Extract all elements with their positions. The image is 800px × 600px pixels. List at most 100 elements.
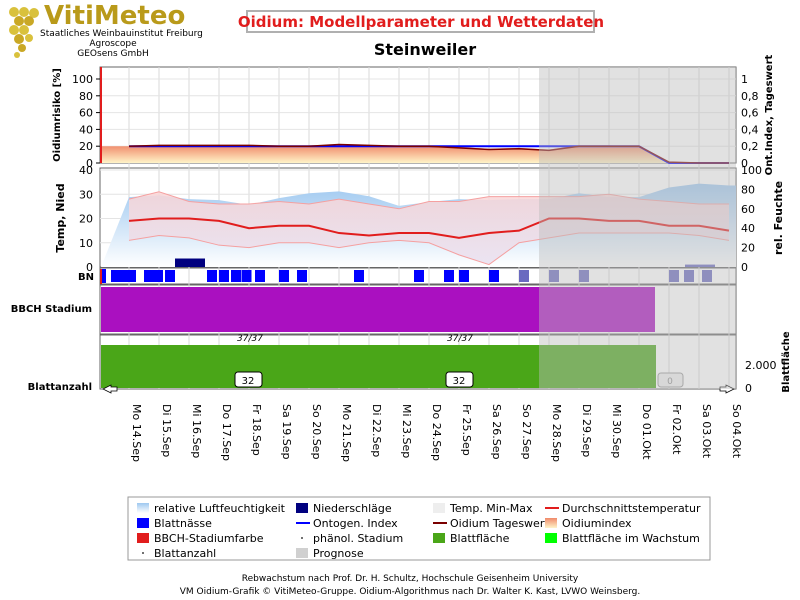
logo-sub2: Agroscope xyxy=(89,39,137,49)
temp-max-line xyxy=(128,191,729,210)
bbch-label: BBCH Stadium xyxy=(11,304,92,315)
leaf-wetness-bar xyxy=(414,270,424,282)
leaf-count-2: 32 xyxy=(453,376,466,387)
legend-swatch xyxy=(433,533,445,543)
legend-label: BBCH-Stadiumfarbe xyxy=(154,532,264,545)
legend-swatch xyxy=(301,537,303,539)
leaf-wetness-bar xyxy=(354,270,364,282)
legend-label: Durchschnittstemperatur xyxy=(562,502,701,515)
leaf-wetness-bar xyxy=(219,270,229,282)
x-tick-label: Fr 02.Okt xyxy=(670,404,683,455)
weather-right-label: rel. Feuchte xyxy=(772,181,785,255)
legend-swatch xyxy=(545,533,557,543)
weather-right-tick: 100 xyxy=(741,164,762,177)
page-title: Oidium: Modellparameter und Wetterdaten xyxy=(238,13,604,31)
x-tick-label: Do 24.Sep xyxy=(430,404,443,461)
oidium-right-tick: 0,2 xyxy=(741,140,759,153)
leaf-wetness-bar xyxy=(153,270,163,282)
x-tick-label: So 04.Okt xyxy=(730,404,743,459)
legend-label: phänol. Stadium xyxy=(313,532,403,545)
oidium-right-tick: 0,8 xyxy=(741,90,759,103)
leaf-wetness-bar xyxy=(123,270,133,282)
x-tick-label: Sa 03.Okt xyxy=(700,404,713,459)
oidium-right-tick: 1 xyxy=(741,73,748,86)
station-name: Steinweiler xyxy=(374,40,476,59)
x-tick-label: Do 17.Sep xyxy=(220,404,233,461)
leaf-wetness-bar xyxy=(144,270,154,282)
precip-bar xyxy=(175,258,205,267)
title-box xyxy=(246,10,595,33)
legend-label: Niederschläge xyxy=(313,502,392,515)
x-tick-label: Mo 28.Sep xyxy=(550,404,563,462)
footer-line1: Rebwachstum nach Prof. Dr. H. Schultz, H… xyxy=(242,574,579,584)
leaf-wetness-bar xyxy=(114,270,124,282)
legend-label: Blattanzahl xyxy=(154,547,216,560)
temp-range-area xyxy=(129,191,729,265)
weather-left-tick: 30 xyxy=(79,188,93,201)
logo-sub1: Staatliches Weinbauinstitut Freiburg xyxy=(40,29,203,39)
oidium-right-label: Ont.Index, Tageswert xyxy=(764,54,775,175)
legend-label: Oidiumindex xyxy=(562,517,632,530)
legend-swatch xyxy=(433,503,445,513)
leaf-area-tick: 0 xyxy=(745,382,752,395)
legend-swatch xyxy=(137,503,149,513)
legend-label: Ontogen. Index xyxy=(313,517,398,530)
right-arrow-icon xyxy=(719,384,735,394)
x-tick-label: Sa 19.Sep xyxy=(280,404,293,459)
legend-label: Oidium Tageswert xyxy=(450,517,549,530)
legend-label: Blattfläche xyxy=(450,532,510,545)
weather-right-tick: 40 xyxy=(741,222,755,235)
bbch-stage-2: 37/37 xyxy=(447,334,473,344)
oidium-left-tick: 80 xyxy=(79,90,93,103)
leaf-wetness-bar xyxy=(549,270,559,282)
weather-right-tick: 60 xyxy=(741,203,755,216)
x-tick-label: Mi 16.Sep xyxy=(190,404,203,458)
x-tick-label: Mo 14.Sep xyxy=(130,404,143,462)
bbch-stage-1: 37/37 xyxy=(237,334,263,344)
x-tick-label: Mo 21.Sep xyxy=(340,404,353,462)
x-tick-label: Di 29.Sep xyxy=(580,404,593,457)
precip-bars xyxy=(175,258,715,267)
legend-swatch xyxy=(137,518,149,528)
x-tick-label: Mi 23.Sep xyxy=(400,404,413,458)
weather-left-tick: 10 xyxy=(79,237,93,250)
legend-label: Blattnässe xyxy=(154,517,212,530)
weather-right-tick: 80 xyxy=(741,183,755,196)
leaf-wetness-bar xyxy=(241,270,252,282)
leaf-count-forecast: 0 xyxy=(667,377,673,387)
legend-label: Prognose xyxy=(313,547,364,560)
x-tick-label: Sa 26.Sep xyxy=(490,404,503,459)
axis-ticks: 02040608010000,20,40,60,8101020304002040… xyxy=(72,67,777,395)
legend-label: Temp. Min-Max xyxy=(449,502,533,515)
oidium-left-tick: 20 xyxy=(79,140,93,153)
leaf-count-label: Blattanzahl xyxy=(28,382,92,393)
leaf-area-label: Blattfläche xyxy=(781,331,792,393)
legend-swatch xyxy=(296,548,308,558)
legend-label: Blattfläche im Wachstum xyxy=(562,532,700,545)
oidium-right-tick: 0,4 xyxy=(741,123,759,136)
logo-name: VitiMeteo xyxy=(44,1,185,31)
bbch-band-forecast xyxy=(539,287,655,332)
x-tick-label: Do 01.Okt xyxy=(640,404,653,460)
x-tick-label: Di 22.Sep xyxy=(370,404,383,457)
logo-sub3: GEOsens GmbH xyxy=(77,49,148,59)
leaf-wetness-bar xyxy=(231,270,241,282)
weather-left-tick: 20 xyxy=(79,213,93,226)
leaf-count-box-1 xyxy=(234,371,263,388)
x-tick-label: Fr 18.Sep xyxy=(250,404,263,456)
leaf-count-1: 32 xyxy=(242,376,255,387)
x-tick-label: Di 15.Sep xyxy=(160,404,173,457)
bn-label: BN xyxy=(78,272,94,283)
logo: VitiMeteo Staatliches Weinbauinstitut Fr… xyxy=(9,1,203,59)
legend: relative Luftfeuchtigkeit Niederschläge Te… xyxy=(137,502,701,560)
oidium-right-tick: 0 xyxy=(741,157,748,170)
footer-line2: VM Oidium-Grafik © VitiMeteo-Gruppe. Oid… xyxy=(180,587,640,597)
forecast-shade xyxy=(539,67,736,389)
oidium-right-tick: 0,6 xyxy=(741,107,759,120)
x-tick-label: Mi 30.Sep xyxy=(610,404,623,458)
oidium-left-label: Oidiumrisiko [%] xyxy=(52,68,63,162)
legend-swatch xyxy=(296,503,308,513)
leaf-wetness-bar xyxy=(297,270,307,282)
legend-swatch xyxy=(142,552,144,554)
